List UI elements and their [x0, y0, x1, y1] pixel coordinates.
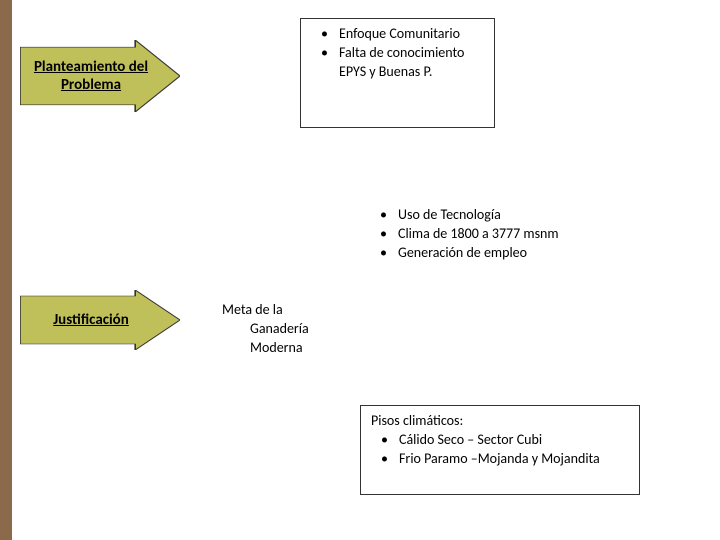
pisos-title: Pisos climáticos: [371, 412, 629, 431]
list-item: Clima de 1800 a 3777 msnm [370, 225, 630, 244]
arrow-label-justificacion: Justificación [53, 311, 147, 329]
list-pisos: Cálido Seco – Sector Cubi Frio Paramo –M… [371, 431, 629, 469]
box-justificacion-items: Uso de Tecnología Clima de 1800 a 3777 m… [360, 200, 640, 269]
arrow-label-planteamiento: Planteamiento del Problema [20, 58, 180, 94]
list-planteamiento: Enfoque Comunitario Falta de conocimient… [311, 25, 484, 82]
box-meta: Meta de la Ganadería Moderna [212, 295, 342, 365]
box-pisos: Pisos climáticos: Cálido Seco – Sector C… [360, 405, 640, 495]
meta-line: Moderna [222, 339, 332, 358]
list-justificacion: Uso de Tecnología Clima de 1800 a 3777 m… [370, 206, 630, 263]
meta-line: Meta de la [222, 301, 332, 320]
meta-line: Ganadería [222, 320, 332, 339]
list-item: Uso de Tecnología [370, 206, 630, 225]
list-item: Falta de conocimiento EPYS y Buenas P. [311, 44, 484, 82]
list-item: Generación de empleo [370, 244, 630, 263]
sidebar-accent [0, 0, 12, 540]
arrow-justificacion: Justificación [20, 290, 180, 350]
list-item: Cálido Seco – Sector Cubi [371, 431, 629, 450]
list-item: Enfoque Comunitario [311, 25, 484, 44]
arrow-planteamiento: Planteamiento del Problema [20, 40, 180, 112]
box-planteamiento-items: Enfoque Comunitario Falta de conocimient… [300, 18, 495, 128]
list-item: Frio Paramo –Mojanda y Mojandita [371, 450, 629, 469]
